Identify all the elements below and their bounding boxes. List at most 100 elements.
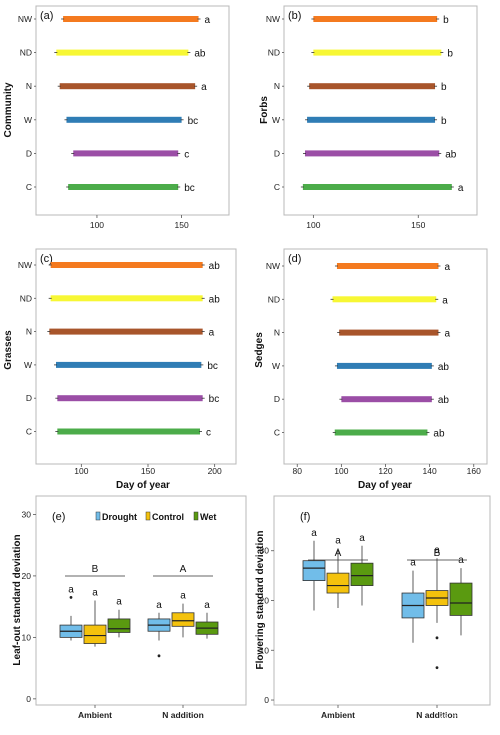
panel-d-xtick-label-2: 120: [378, 466, 392, 476]
panel-c-sig-D: bc: [209, 394, 220, 405]
panel-a-frame: [35, 5, 230, 216]
panel-f-ambient-control-letter: a: [335, 535, 341, 546]
panel-a-bar-W: [66, 116, 182, 123]
panel-c-bar-W: [56, 361, 202, 368]
panel-c-category-C: C: [26, 427, 32, 437]
panel-e-ambient-control-letter: a: [92, 588, 98, 599]
panel-a-sig-N: a: [201, 82, 207, 93]
panel-e-n-addition-control-letter: a: [180, 591, 186, 602]
panel-f-ytick-label-1: 10: [260, 645, 270, 655]
panel-b-sig-W: b: [441, 116, 447, 127]
panel-a-sig-C: bc: [184, 183, 195, 194]
panel-e-xcat-1: N addition: [162, 710, 204, 720]
panel-e-n-addition-drought-letter: a: [156, 600, 162, 611]
panel-b-bar-N: [309, 83, 436, 90]
panel-b-letter: (b): [288, 10, 301, 22]
panel-e-ylabel: Leaf-out standard deviation: [12, 534, 23, 665]
panel-f-ambient-wet-box: [350, 562, 374, 586]
panel-b-category-NW: NW: [266, 14, 280, 24]
panel-a: (a) Community 100 150 NW a ND ab N a W bc D c C bc: [3, 5, 230, 230]
panel-f-n-addition-wet-box: [449, 582, 473, 616]
panel-a-category-N: N: [26, 81, 32, 91]
panel-a-sig-D: c: [184, 149, 189, 160]
panel-d-sig-W: ab: [438, 362, 450, 373]
panel-c-bar-ND: [50, 295, 203, 302]
panel-a-bar-NW: [63, 16, 199, 22]
panel-c-letter: (c): [40, 253, 53, 265]
legend-swatch-control: [145, 511, 151, 521]
panel-d-sig-NW: a: [444, 262, 450, 273]
panel-a-bar-ND: [56, 49, 189, 56]
panel-c-sig-C: c: [206, 428, 211, 439]
panel-a-category-ND: ND: [20, 48, 32, 58]
panel-e-frame: [35, 495, 247, 706]
panel-e-xcat-0: Ambient: [78, 710, 112, 720]
panel-b-sig-NW: b: [443, 15, 449, 26]
panel-d-xlabel: Day of year: [358, 480, 412, 491]
panel-a-sig-NW: a: [205, 15, 211, 26]
panel-d-xtick-label-1: 100: [334, 466, 348, 476]
legend-label-control: Control: [152, 512, 184, 522]
panel-d-category-W: W: [272, 361, 280, 371]
panel-d-bar-C: [334, 429, 428, 436]
panel-d-sig-C: ab: [433, 429, 445, 440]
panel-e-marks: 0 10 20 30 Ambient Ba a a N addition Aa a a: [22, 509, 219, 720]
panel-f-n-addition-control-letter: a: [434, 545, 440, 556]
legend: Drought Control Wet: [95, 511, 216, 522]
panel-b: (b) Forbs 100 150 NW b ND b N b W b D ab C a: [259, 5, 478, 230]
panel-d-xtick-label-0: 80: [293, 466, 303, 476]
panel-e-ytick-label-2: 20: [22, 571, 32, 581]
panel-f-ambient-control-box: [326, 572, 350, 594]
panel-d-bar-D: [341, 396, 432, 403]
panel-c-xlabel: Day of year: [116, 480, 170, 491]
panel-d-category-C: C: [274, 428, 280, 438]
panel-f: (f) Flowering standard deviation 0 10 20 30…: [255, 495, 491, 720]
panel-c-category-N: N: [26, 327, 32, 337]
panel-b-bar-ND: [313, 49, 442, 56]
panel-b-ylabel: Forbs: [259, 96, 270, 124]
watermark-text: @ 兰州大学: [439, 712, 492, 725]
panel-e-ambient-wet-letter: a: [116, 597, 122, 608]
panel-c-sig-N: a: [209, 328, 215, 339]
panel-b-bar-NW: [313, 16, 438, 22]
panel-f-ambient-drought-letter: a: [311, 528, 317, 539]
panel-c-frame: [35, 248, 237, 465]
panel-c-category-W: W: [24, 360, 32, 370]
panel-a-category-C: C: [26, 182, 32, 192]
panel-e-n-addition-control-box: [171, 612, 195, 627]
panel-b-category-N: N: [274, 81, 280, 91]
panel-b-sig-D: ab: [445, 149, 457, 160]
panel-e-n-addition-wet-letter: a: [204, 600, 210, 611]
panel-b-bar-D: [304, 150, 440, 157]
panel-b-category-C: C: [274, 182, 280, 192]
panel-c-category-NW: NW: [18, 260, 32, 270]
panel-b-sig-C: a: [458, 183, 464, 194]
panel-a-marks: 100 150 NW a ND ab N a W bc D c C bc: [18, 14, 211, 230]
legend-swatch-drought: [95, 511, 101, 521]
panel-d-category-D: D: [274, 394, 280, 404]
panel-a-xtick-label-1: 150: [175, 220, 189, 230]
panel-c-sig-NW: ab: [209, 261, 221, 272]
panel-f-ytick-label-0: 0: [264, 695, 269, 705]
panel-c-sig-ND: ab: [209, 294, 221, 305]
panel-f-n-addition-wet-letter: a: [458, 555, 464, 566]
panel-b-bar-W: [307, 116, 436, 123]
panel-f-n-addition-drought-letter: a: [410, 558, 416, 569]
panel-f-ytick-label-2: 20: [260, 596, 270, 606]
panel-b-frame: [283, 5, 478, 216]
panel-c-bar-NW: [50, 262, 203, 268]
panel-e-letter: (e): [52, 511, 65, 523]
panel-f-ambient-wet-letter: a: [359, 533, 365, 544]
panel-c-marks: 100 150 200 NW ab ND ab N a W bc D bc C c: [18, 260, 222, 476]
panel-a-category-NW: NW: [18, 14, 32, 24]
panel-e-ytick-label-0: 0: [26, 694, 31, 704]
panel-c-xtick-label-2: 200: [208, 466, 222, 476]
panel-f-ylabel: Flowering standard deviation: [255, 531, 266, 670]
panel-a-bar-N: [59, 83, 196, 90]
panel-a-category-W: W: [24, 115, 32, 125]
panel-e-ytick-label-1: 10: [22, 632, 32, 642]
panel-c-bar-D: [57, 395, 203, 402]
panel-b-marks: 100 150 NW b ND b N b W b D ab C a: [266, 14, 464, 230]
panel-f-n-addition-control-outlier-0: [435, 636, 439, 640]
